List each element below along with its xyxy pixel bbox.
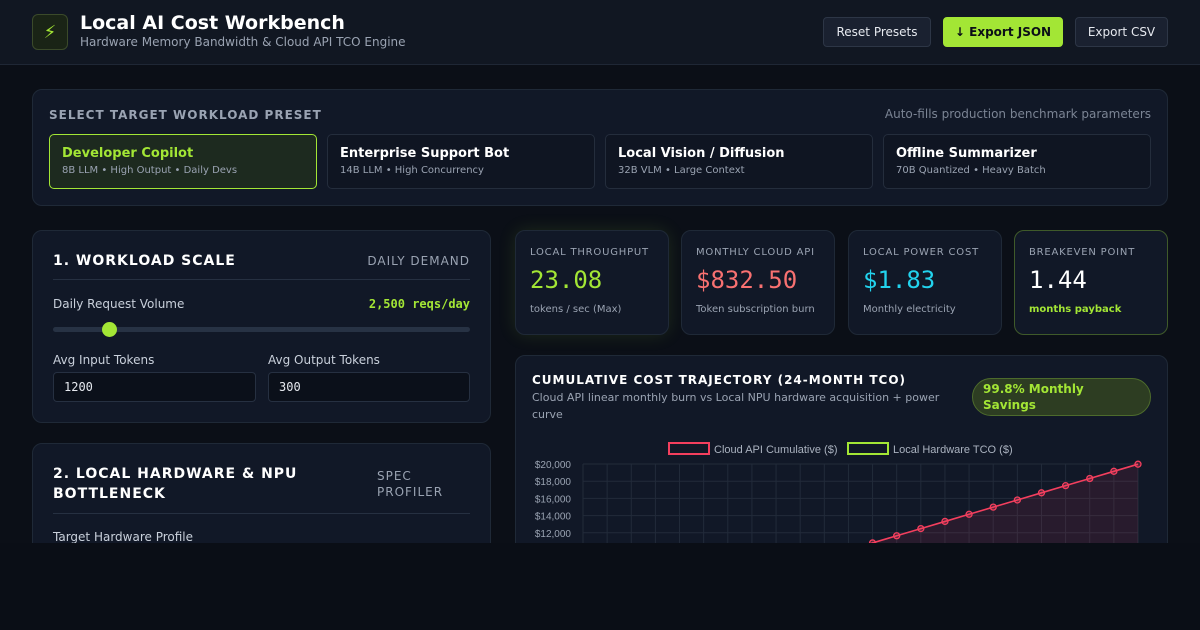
panel-divider <box>53 513 470 514</box>
request-volume-slider[interactable] <box>53 327 470 332</box>
legend-swatch-cloud <box>668 442 710 455</box>
cloud-series-point <box>1061 481 1070 490</box>
preset-desc: 70B Quantized • Heavy Batch <box>896 165 1046 176</box>
stat-note: Token subscription burn <box>696 304 815 315</box>
stat-note: Monthly electricity <box>863 304 956 315</box>
stat-note: months payback <box>1029 304 1122 315</box>
y-tick-label: $16,000 <box>535 494 572 505</box>
hardware-bottleneck-panel: 2. LOCAL HARDWARE & NPU BOTTLENECK SPEC … <box>32 443 491 543</box>
y-tick-label: $12,000 <box>535 529 572 540</box>
reset-presets-button[interactable]: Reset Presets <box>823 17 931 47</box>
app-title: Local AI Cost Workbench <box>80 12 345 34</box>
top-header: ⚡ Local AI Cost Workbench Hardware Memor… <box>0 0 1200 65</box>
cloud-series-point <box>1134 460 1142 468</box>
request-volume-value: 2,500 reqs/day <box>368 297 470 311</box>
preset-hint: Auto-fills production benchmark paramete… <box>884 107 1151 121</box>
savings-badge: 99.8% Monthly Savings <box>972 378 1151 416</box>
chart-title: CUMULATIVE COST TRAJECTORY (24-MONTH TCO… <box>532 373 907 387</box>
legend-label-cloud: Cloud API Cumulative ($) <box>714 444 838 456</box>
preset-desc: 14B LLM • High Concurrency <box>340 165 484 176</box>
workload-scale-panel: 1. WORKLOAD SCALE DAILY DEMAND Daily Req… <box>32 230 491 423</box>
hardware-panel-title-line2: BOTTLENECK <box>53 486 166 502</box>
stat-monthly-cloud-api: MONTHLY CLOUD API $832.50 Token subscrip… <box>681 230 835 335</box>
preset-heading: SELECT TARGET WORKLOAD PRESET <box>49 108 322 122</box>
hardware-panel-title-line1: 2. LOCAL HARDWARE & NPU <box>53 466 298 482</box>
app-subtitle: Hardware Memory Bandwidth & Cloud API TC… <box>80 35 406 49</box>
cloud-series-area <box>872 464 1138 543</box>
stat-value: $832.50 <box>696 266 798 294</box>
app-viewport: ⚡ Local AI Cost Workbench Hardware Memor… <box>0 0 1200 543</box>
request-volume-label: Daily Request Volume <box>53 297 185 311</box>
preset-card-local-vision[interactable]: Local Vision / Diffusion 32B VLM • Large… <box>605 134 873 189</box>
preset-name: Enterprise Support Bot <box>340 146 510 161</box>
stat-local-throughput: LOCAL THROUGHPUT 23.08 tokens / sec (Max… <box>515 230 669 335</box>
hardware-panel-tag-line2: PROFILER <box>377 485 444 499</box>
cloud-series-point <box>1037 489 1046 497</box>
cost-trajectory-panel: CUMULATIVE COST TRAJECTORY (24-MONTH TCO… <box>515 355 1168 543</box>
cloud-series-point <box>1110 467 1118 475</box>
stat-label: LOCAL POWER COST <box>863 247 980 258</box>
cloud-series-point <box>917 524 925 533</box>
stat-note: tokens / sec (Max) <box>530 304 622 315</box>
legend-swatch-local <box>847 442 889 455</box>
output-tokens-label: Avg Output Tokens <box>268 353 380 367</box>
input-tokens-label: Avg Input Tokens <box>53 353 155 367</box>
workload-preset-panel: SELECT TARGET WORKLOAD PRESET Auto-fills… <box>32 89 1168 206</box>
legend-label-local: Local Hardware TCO ($) <box>893 444 1013 456</box>
preset-card-enterprise-support-bot[interactable]: Enterprise Support Bot 14B LLM • High Co… <box>327 134 595 189</box>
export-json-button[interactable]: ↓ Export JSON <box>943 17 1063 47</box>
output-tokens-field[interactable] <box>268 372 470 402</box>
stat-label: MONTHLY CLOUD API <box>696 247 815 258</box>
preset-card-developer-copilot[interactable]: Developer Copilot 8B LLM • High Output •… <box>49 134 317 189</box>
preset-card-offline-summarizer[interactable]: Offline Summarizer 70B Quantized • Heavy… <box>883 134 1151 189</box>
hardware-profile-label: Target Hardware Profile <box>53 530 194 543</box>
preset-desc: 32B VLM • Large Context <box>618 165 745 176</box>
y-tick-label: $20,000 <box>535 460 572 471</box>
stat-value: $1.83 <box>863 266 936 294</box>
workload-panel-tag: DAILY DEMAND <box>367 254 470 268</box>
stat-label: BREAKEVEN POINT <box>1029 247 1136 258</box>
request-volume-slider-thumb[interactable] <box>101 322 117 337</box>
cloud-series-point <box>965 510 973 518</box>
lightning-icon: ⚡ <box>32 14 68 50</box>
hardware-panel-tag-line1: SPEC <box>377 469 412 483</box>
cost-trajectory-chart: $20,000 $18,000 $16,000 $14,000 $12,000 Cloud… <box>535 442 1142 543</box>
export-csv-button[interactable]: Export CSV <box>1075 17 1168 47</box>
workload-panel-title: 1. WORKLOAD SCALE <box>53 253 236 269</box>
y-tick-label: $18,000 <box>535 477 572 488</box>
y-tick-label: $14,000 <box>535 512 572 523</box>
stat-breakeven-point: BREAKEVEN POINT 1.44 months payback <box>1014 230 1168 335</box>
preset-name: Developer Copilot <box>62 146 194 161</box>
cloud-series-point <box>868 539 877 543</box>
preset-desc: 8B LLM • High Output • Daily Devs <box>62 165 238 176</box>
stat-value: 1.44 <box>1029 266 1087 294</box>
cloud-series-point <box>1013 496 1021 504</box>
panel-divider <box>53 279 470 280</box>
cloud-series-point <box>893 532 901 540</box>
preset-name: Offline Summarizer <box>896 146 1037 161</box>
stat-label: LOCAL THROUGHPUT <box>530 247 649 258</box>
cloud-series-line <box>869 463 1139 543</box>
input-tokens-field[interactable] <box>53 372 256 402</box>
chart-subtitle: Cloud API linear monthly burn vs Local N… <box>532 391 940 421</box>
stat-value: 23.08 <box>530 266 603 294</box>
cloud-series-point <box>1086 474 1094 483</box>
cloud-series-point <box>941 517 949 526</box>
cloud-series-point <box>989 503 997 511</box>
stat-local-power-cost: LOCAL POWER COST $1.83 Monthly electrici… <box>848 230 1002 335</box>
preset-name: Local Vision / Diffusion <box>618 146 785 161</box>
